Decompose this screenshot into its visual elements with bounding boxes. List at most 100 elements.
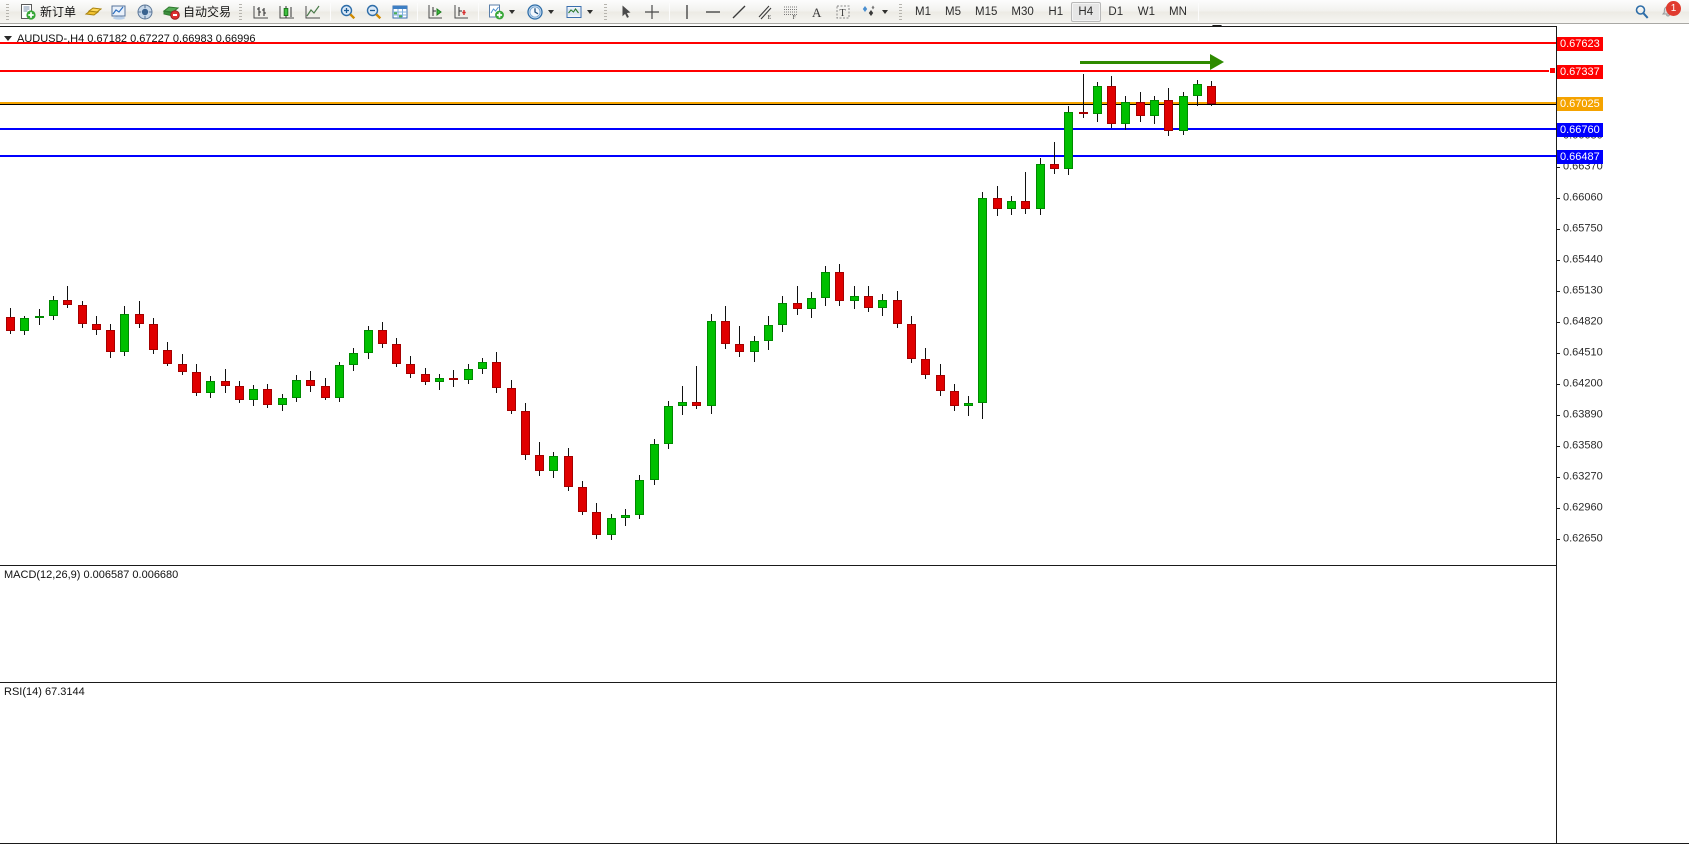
macd-plot[interactable]	[0, 565, 1556, 684]
svg-text:T: T	[840, 8, 846, 19]
price-plot[interactable]	[0, 26, 1556, 585]
grid-button[interactable]	[387, 1, 413, 22]
chart-area[interactable]: 0.673000.669900.666800.663700.660600.657…	[0, 24, 1689, 865]
price-level-tag[interactable]: 0.67337	[1557, 65, 1603, 80]
toolbar-separator-5	[1197, 2, 1199, 21]
candle-body	[835, 272, 844, 301]
price-tick-label: 0.62650	[1563, 532, 1603, 545]
timeframe-m15[interactable]: M15	[975, 5, 998, 18]
timeframe-mn[interactable]: MN	[1169, 5, 1187, 18]
crosshair-button[interactable]	[639, 1, 665, 22]
timeframe-h4[interactable]: H4	[1070, 1, 1101, 22]
candle-body	[1007, 201, 1016, 209]
chevron-down-icon-4[interactable]	[882, 9, 889, 14]
vertical-line-button[interactable]	[674, 1, 700, 22]
search-button[interactable]	[1629, 1, 1655, 22]
price-level-line[interactable]	[0, 101, 1556, 104]
bar-chart-button[interactable]	[248, 1, 274, 22]
add-indicator-icon	[489, 4, 504, 19]
candle-body	[464, 369, 473, 380]
chevron-down-icon-2[interactable]	[548, 9, 555, 14]
price-level-line[interactable]	[0, 41, 1556, 44]
chart-shift-button[interactable]	[448, 1, 474, 22]
new-order-button[interactable]: 新订单	[15, 1, 80, 22]
chart-menu-triangle-icon[interactable]	[4, 35, 12, 41]
timeframe-m30[interactable]: M30	[1011, 5, 1034, 18]
candle-body	[92, 324, 101, 330]
text-label-button[interactable]: T	[830, 1, 856, 22]
price-level-line[interactable]	[0, 70, 1556, 73]
line-chart-button[interactable]	[300, 1, 326, 22]
trendline-button[interactable]	[726, 1, 752, 22]
zoom-in-button[interactable]	[335, 1, 361, 22]
equidistant-channel-button[interactable]: E	[752, 1, 778, 22]
rsi-plot[interactable]	[0, 682, 1556, 865]
candle-wick	[67, 286, 68, 308]
candle-body	[721, 321, 730, 344]
timeframe-h1[interactable]: H1	[1048, 5, 1064, 18]
auto-trading-button[interactable]: 自动交易	[158, 1, 235, 22]
timeframe-d1[interactable]: D1	[1108, 5, 1124, 18]
candlestick-chart-button[interactable]	[274, 1, 300, 22]
indicator-list-button[interactable]	[80, 1, 106, 22]
price-pane[interactable]: 0.673000.669900.666800.663700.660600.657…	[0, 26, 1689, 585]
price-level-line[interactable]	[0, 128, 1556, 130]
toolbar-grip-4[interactable]	[898, 2, 906, 21]
main-toolbar: 新订单	[0, 0, 1689, 24]
toolbar-grip[interactable]	[5, 2, 12, 21]
price-tick	[1556, 353, 1560, 354]
candle-body	[750, 341, 759, 352]
timeframe-w1[interactable]: W1	[1137, 5, 1156, 18]
toolbar-grip-2[interactable]	[238, 2, 246, 21]
macd-pane[interactable]: MACD(12,26,9) 0.006587 0.006680	[0, 565, 1689, 684]
price-tick	[1556, 508, 1560, 509]
candle-body	[78, 305, 87, 324]
candle-wick	[1083, 74, 1084, 118]
timeframe-m1[interactable]: M1	[915, 5, 932, 18]
zoom-out-button[interactable]	[361, 1, 387, 22]
cursor-button[interactable]	[613, 1, 639, 22]
price-scale[interactable]: 0.673000.669900.666800.663700.660600.657…	[1556, 26, 1689, 585]
price-tick-label: 0.65130	[1563, 284, 1603, 297]
chevron-down-icon[interactable]	[509, 9, 516, 14]
price-level-tag[interactable]: 0.67623	[1557, 36, 1603, 51]
candle-body	[807, 298, 816, 309]
timeframe-m5[interactable]: M5	[945, 5, 962, 18]
price-level-tag[interactable]: 0.66760	[1557, 123, 1603, 137]
candlestick-icon	[279, 5, 295, 18]
shapes-button[interactable]	[856, 1, 895, 22]
indicators-button[interactable]	[483, 1, 522, 22]
candle-body	[120, 314, 129, 352]
time-axis[interactable]	[0, 843, 1689, 865]
order-level-handle[interactable]	[1549, 67, 1556, 75]
fibonacci-button[interactable]: F	[778, 1, 804, 22]
rsi-pane[interactable]: RSI(14) 67.3144	[0, 682, 1689, 865]
period-button[interactable]	[522, 1, 561, 22]
market-watch-button[interactable]	[106, 1, 132, 22]
price-level-line[interactable]	[0, 155, 1556, 158]
toolbar-grip-3[interactable]	[603, 2, 611, 21]
macd-scale[interactable]	[1556, 565, 1689, 684]
trend-arrow-shaft[interactable]	[1080, 61, 1210, 64]
rsi-scale[interactable]	[1556, 682, 1689, 865]
zoom-out-icon	[366, 4, 382, 19]
price-level-tag[interactable]: 0.66487	[1557, 150, 1603, 165]
chevron-down-icon-3[interactable]	[587, 9, 594, 14]
price-level-tag[interactable]: 0.67025	[1557, 96, 1603, 111]
candle-body	[349, 353, 358, 365]
market-watch-icon	[111, 5, 126, 20]
price-tick-label: 0.63580	[1563, 439, 1603, 452]
trend-arrow-head-icon[interactable]	[1210, 54, 1224, 70]
price-tick-label: 0.66060	[1563, 191, 1603, 204]
candle-body	[49, 300, 58, 316]
toolbar-separator-4	[669, 2, 671, 21]
data-window-button[interactable]	[132, 1, 158, 22]
templates-button[interactable]	[561, 1, 600, 22]
candle-body	[149, 324, 158, 350]
price-tick	[1556, 446, 1560, 447]
text-button[interactable]: A	[804, 1, 830, 22]
price-tick	[1556, 260, 1560, 261]
auto-scroll-button[interactable]	[422, 1, 448, 22]
horizontal-line-button[interactable]	[700, 1, 726, 22]
notifications-button[interactable]: 1	[1655, 1, 1681, 22]
